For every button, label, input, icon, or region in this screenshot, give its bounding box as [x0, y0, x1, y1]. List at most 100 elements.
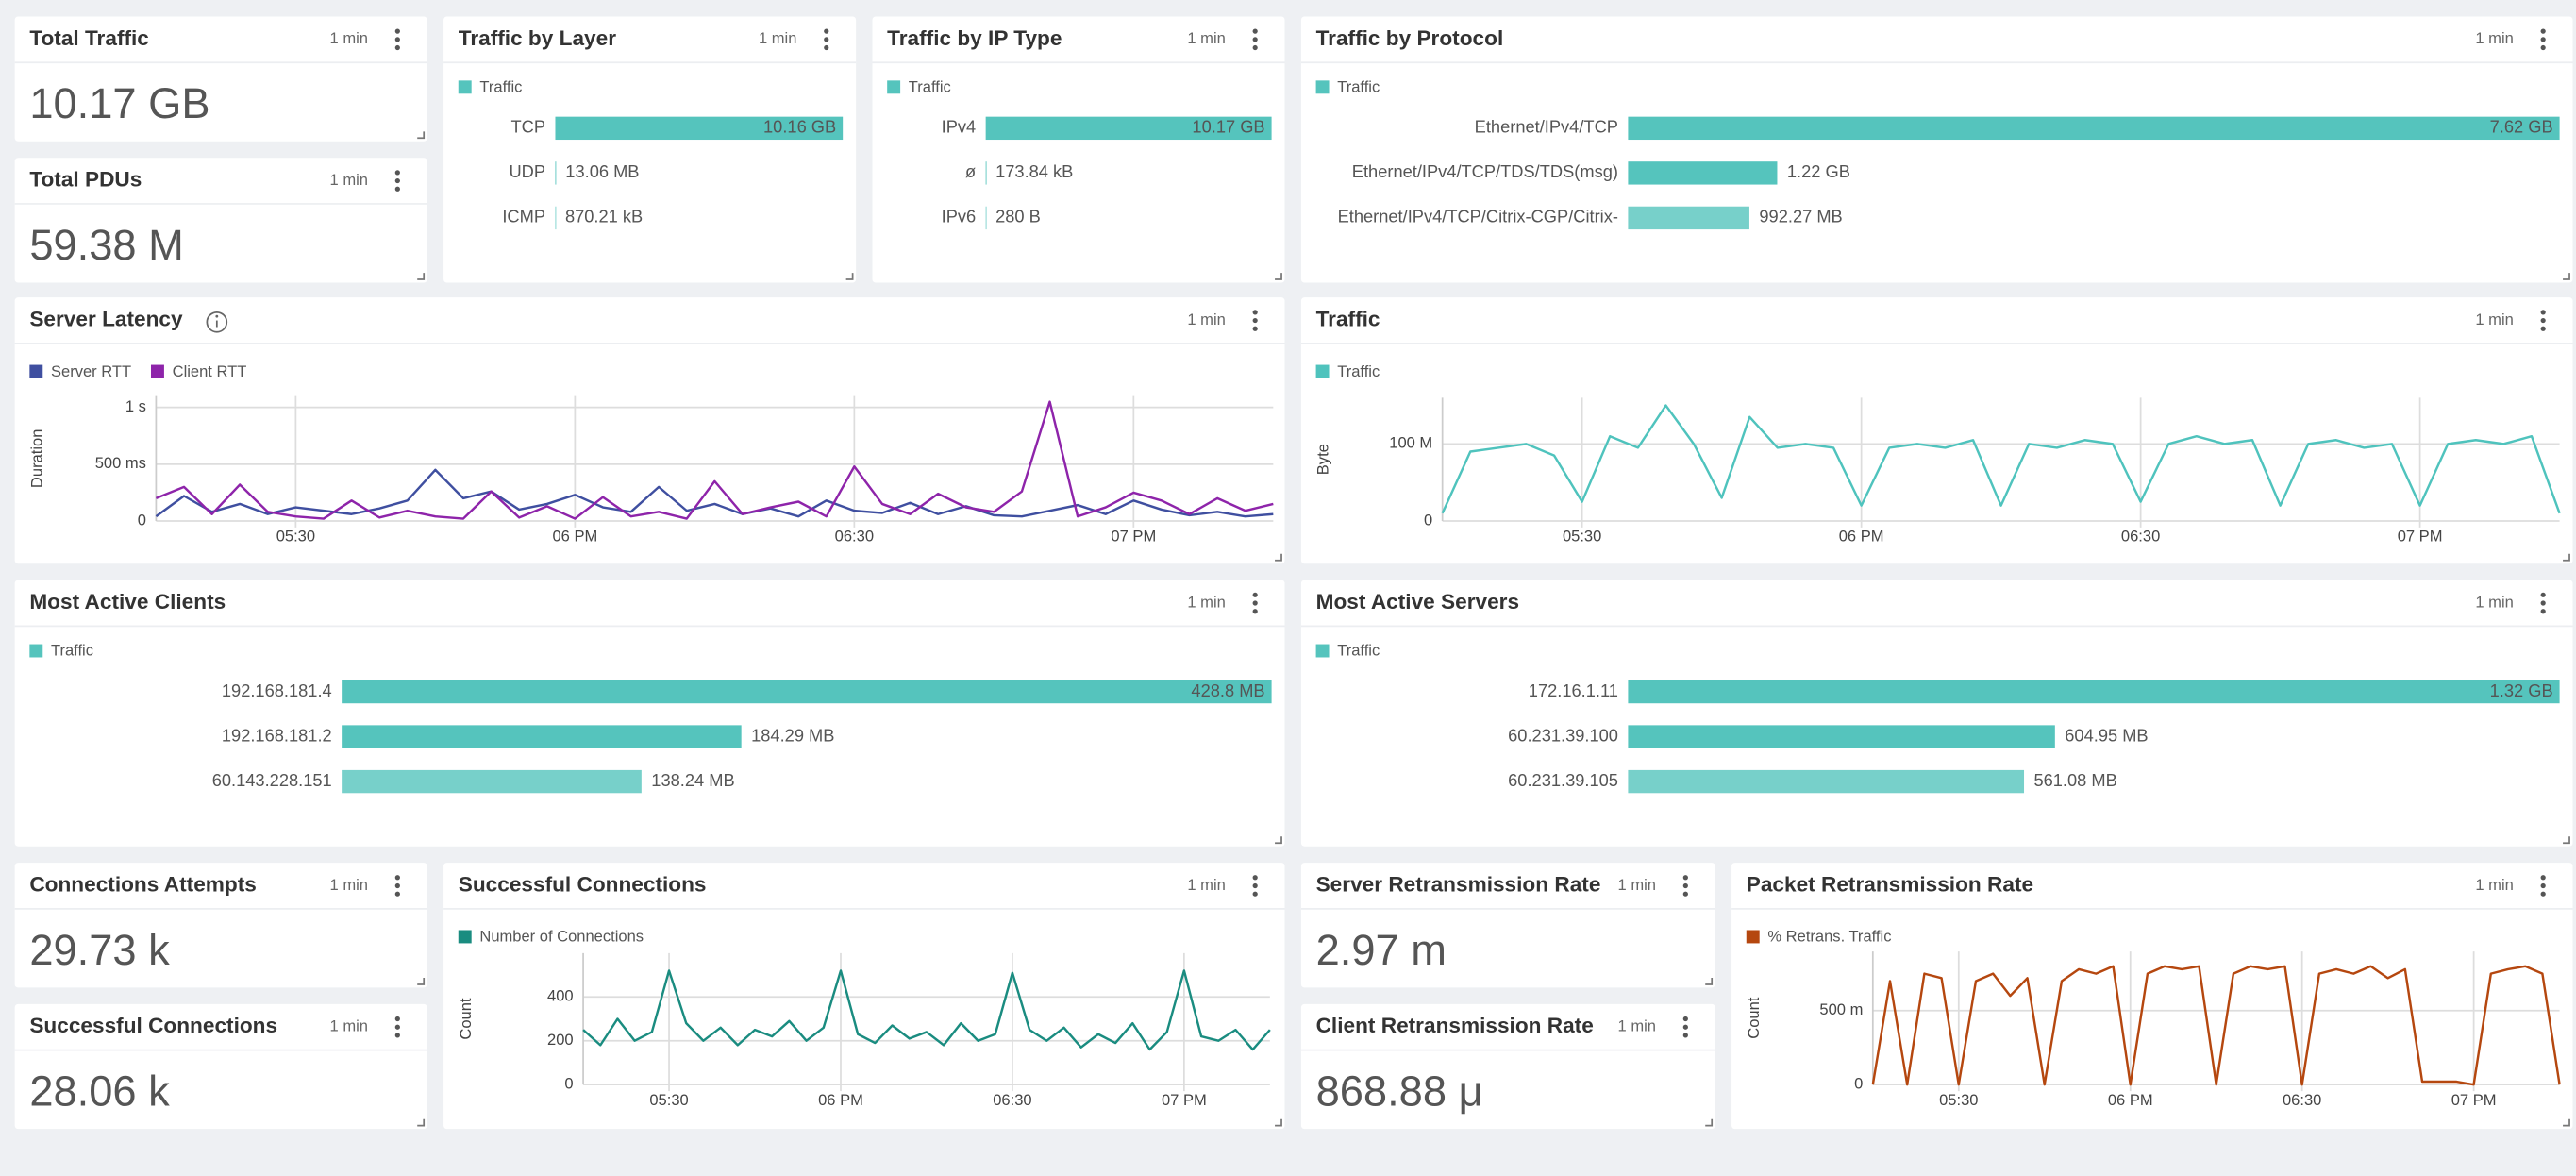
x-tick-label: 07 PM — [2451, 1091, 2497, 1109]
panel-interval: 1 min — [330, 171, 368, 189]
stat-value: 29.73 k — [29, 926, 170, 974]
resize-handle[interactable] — [417, 1118, 426, 1127]
kebab-dot — [394, 186, 400, 192]
bar-category: 60.231.39.100 — [1508, 725, 1618, 745]
legend-swatch — [29, 644, 43, 658]
kebab-menu[interactable] — [824, 28, 829, 51]
panel: Most Active Servers 1 min Traffic 172.16.1.… — [1300, 580, 2573, 847]
kebab-dot — [2540, 609, 2546, 614]
resize-handle[interactable] — [2563, 836, 2570, 845]
x-tick-label: 07 PM — [1162, 1091, 1207, 1109]
bar-category: 60.143.228.151 — [212, 770, 332, 790]
kebab-dot — [2540, 882, 2546, 889]
legend-swatch — [458, 80, 472, 94]
bar — [555, 116, 844, 141]
resize-handle[interactable] — [1705, 977, 1714, 985]
bar-category: 172.16.1.11 — [1529, 680, 1618, 700]
resize-handle[interactable] — [2563, 553, 2570, 562]
panel-bg — [14, 1003, 427, 1130]
resize-handle[interactable] — [417, 977, 426, 985]
bar-value-label: 173.84 kB — [995, 161, 1073, 181]
resize-handle[interactable] — [1275, 836, 1282, 845]
resize-handle[interactable] — [1275, 273, 1282, 280]
bar-value-label: 138.24 MB — [651, 770, 734, 790]
kebab-menu[interactable] — [1252, 28, 1258, 51]
kebab-menu[interactable] — [394, 875, 400, 897]
legend-label: Traffic — [1337, 362, 1380, 380]
kebab-dot — [824, 44, 829, 51]
y-tick-label: 0 — [564, 1075, 573, 1093]
resize-handle[interactable] — [2563, 1118, 2570, 1127]
panel-interval: 1 min — [759, 29, 796, 47]
kebab-dot — [1252, 875, 1258, 881]
bar-value-label: 870.21 kB — [565, 207, 643, 227]
panel-bg — [14, 580, 1285, 847]
resize-handle[interactable] — [2563, 273, 2570, 280]
panel-bg — [1300, 863, 1715, 988]
info-icon[interactable] — [206, 311, 228, 333]
panel-title: Client Retransmission Rate — [1316, 1014, 1594, 1037]
panel-interval: 1 min — [330, 29, 368, 47]
kebab-menu[interactable] — [394, 170, 400, 192]
panel: Server Latency 1 min Server RTT Client RTT 0… — [14, 297, 1285, 564]
legend-label: Traffic — [1337, 642, 1380, 660]
kebab-dot — [1252, 317, 1258, 324]
panel: Total Traffic 1 min 10.17 GB — [14, 16, 427, 142]
resize-handle[interactable] — [417, 273, 426, 280]
kebab-menu[interactable] — [394, 1016, 400, 1038]
kebab-dot — [394, 1016, 400, 1022]
panel-bg — [1300, 16, 2573, 283]
panel: Traffic by Layer 1 min Traffic TCP 10.16 GB U… — [443, 16, 857, 283]
y-tick-label: 0 — [138, 511, 146, 529]
bar — [985, 116, 1272, 141]
resize-handle[interactable] — [1275, 1118, 1282, 1127]
kebab-menu[interactable] — [2540, 310, 2546, 331]
kebab-menu[interactable] — [2540, 875, 2546, 897]
kebab-dot — [1252, 891, 1258, 897]
legend-label: Traffic — [51, 642, 93, 660]
resize-handle[interactable] — [845, 273, 854, 280]
bar-category: Ethernet/IPv4/TCP/Citrix-CGP/Citrix- — [1338, 207, 1618, 227]
kebab-menu[interactable] — [1252, 592, 1258, 614]
resize-handle[interactable] — [417, 131, 426, 140]
panel-bg — [14, 158, 427, 283]
kebab-menu[interactable] — [1252, 310, 1258, 331]
kebab-dot — [2540, 37, 2546, 42]
legend-swatch — [458, 930, 472, 944]
bar — [985, 206, 987, 230]
kebab-menu[interactable] — [2540, 592, 2546, 614]
kebab-menu[interactable] — [2540, 28, 2546, 51]
bar-value-label: 428.8 MB — [1191, 680, 1264, 700]
series-line — [155, 468, 1274, 518]
kebab-dot — [1682, 891, 1688, 897]
bar-category: 192.168.181.4 — [222, 680, 332, 700]
bar-value-label: 184.29 MB — [751, 725, 834, 745]
kebab-dot — [2540, 310, 2546, 315]
panel-title: Packet Retransmission Rate — [1747, 872, 2033, 896]
panel-title: Most Active Servers — [1316, 590, 1519, 613]
y-tick-label: 500 ms — [95, 454, 146, 472]
legend-swatch — [1315, 364, 1330, 378]
panel-interval: 1 min — [1187, 876, 1225, 894]
kebab-menu[interactable] — [394, 28, 400, 51]
x-tick-label: 06 PM — [2108, 1091, 2153, 1109]
kebab-dot — [394, 28, 400, 34]
panel-title: Total PDUs — [29, 168, 142, 192]
panel-title: Successful Connections — [459, 872, 707, 896]
bar-category: TCP — [510, 117, 545, 137]
kebab-menu[interactable] — [1682, 1016, 1688, 1038]
panel-title: Successful Connections — [29, 1014, 277, 1037]
panel-bg — [1300, 580, 2573, 847]
panel-title: Server Retransmission Rate — [1316, 872, 1601, 896]
panel-interval: 1 min — [1618, 1017, 1656, 1035]
resize-handle[interactable] — [1275, 553, 1282, 562]
panel-bg — [14, 16, 427, 142]
panel: Total PDUs 1 min 59.38 M — [14, 158, 427, 283]
resize-handle[interactable] — [1705, 1118, 1714, 1127]
y-tick-label: 100 M — [1389, 434, 1432, 452]
y-tick-label: 500 m — [1819, 1000, 1863, 1018]
kebab-menu[interactable] — [1252, 875, 1258, 897]
kebab-menu[interactable] — [1682, 875, 1688, 897]
kebab-dot — [1252, 37, 1258, 42]
